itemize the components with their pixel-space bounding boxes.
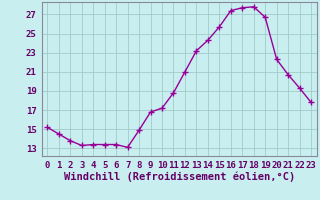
X-axis label: Windchill (Refroidissement éolien,°C): Windchill (Refroidissement éolien,°C) <box>64 171 295 182</box>
